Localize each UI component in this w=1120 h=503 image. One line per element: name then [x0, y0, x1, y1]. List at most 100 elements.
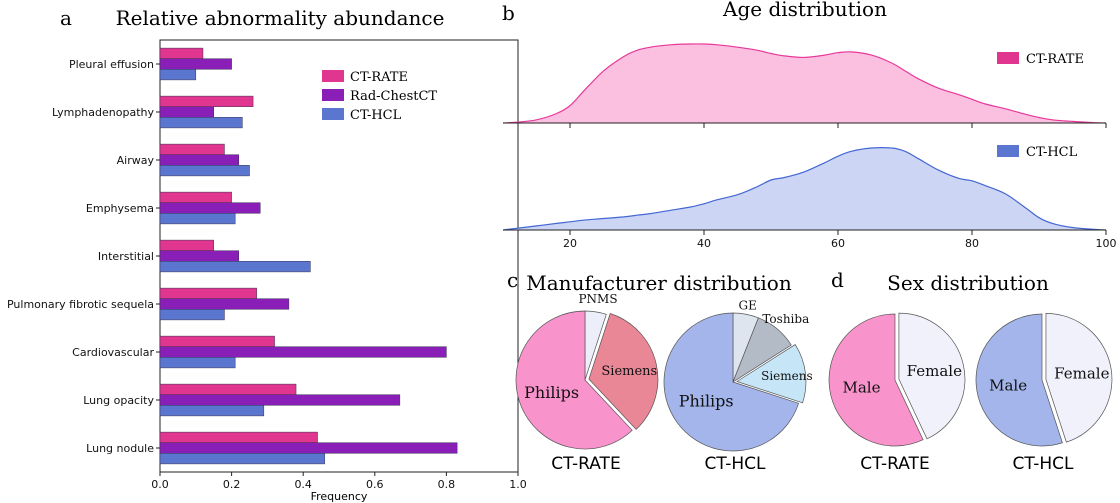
manufacturer-caption-ct-hcl: CT-HCL	[705, 454, 766, 474]
y-tick-label: Lymphadenopathy	[52, 106, 154, 119]
x-tick-label: 1.0	[509, 478, 527, 491]
age-area-ct-rate	[503, 43, 1106, 123]
x-tick-label: 0.8	[438, 478, 456, 491]
panel-label-d: d	[831, 268, 844, 292]
bar-ct-hcl-emphysema	[159, 213, 236, 225]
age-legend-ct-hcl: CT-HCL	[997, 145, 1078, 160]
sex-ct-rate-slice-female	[898, 312, 966, 440]
legend-swatch-ct-rate	[322, 70, 344, 82]
manufacturer-ct-hcl-slice-label-siemens: Siemens	[761, 369, 813, 383]
age-tick-label: 80	[965, 237, 979, 250]
y-tick-label: Interstitial	[98, 250, 154, 263]
bar-ct-hcl-airway	[159, 165, 250, 177]
bar-ct-hcl-pleural-effusion	[159, 69, 197, 81]
age-legend-swatch-ct-hcl	[997, 145, 1019, 157]
bar-rad-chestct-lung-opacity	[159, 394, 401, 406]
bar-ct-rate-emphysema	[159, 191, 232, 203]
manufacturer-ct-hcl-slice-label-philips: Philips	[679, 392, 734, 411]
age-line-ct-rate	[502, 43, 1107, 124]
bar-ct-rate-lymphadenopathy	[159, 95, 254, 107]
bar-rad-chestct-emphysema	[159, 202, 261, 214]
age-legend-label-ct-rate: CT-RATE	[1026, 52, 1084, 67]
x-tick-label: 0.2	[223, 478, 241, 491]
age-legend-ct-rate: CT-RATE	[997, 52, 1084, 67]
bar-ct-rate-cardiovascular	[159, 335, 275, 347]
bar-rad-chestct-pleural-effusion	[159, 58, 232, 70]
sex-title: Sex distribution	[887, 271, 1049, 295]
legend-swatch-ct-hcl	[322, 108, 344, 120]
manufacturer-ct-hcl-slice-label-ge: GE	[739, 299, 757, 313]
manufacturer-ct-hcl-slice-toshiba	[732, 317, 792, 383]
sex-ct-hcl-slice-male	[975, 313, 1063, 447]
y-tick-label: Pulmonary fibrotic sequela	[7, 298, 154, 311]
sex-ct-rate-slice-label-female: Female	[907, 362, 962, 380]
bar-ct-hcl-lymphadenopathy	[159, 117, 243, 129]
bar-ct-rate-pleural-effusion	[159, 47, 204, 59]
y-tick-label: Cardiovascular	[72, 346, 154, 359]
panel-label-a: a	[60, 6, 72, 30]
bar-ct-hcl-cardiovascular	[159, 357, 236, 369]
bar-rad-chestct-cardiovascular	[159, 346, 447, 358]
bar-rad-chestct-airway	[159, 154, 240, 166]
age-tick-label: 40	[697, 237, 711, 250]
y-tick-label: Emphysema	[86, 202, 154, 215]
bar-rad-chestct-pulmonary-fibrotic-sequela	[159, 298, 290, 310]
sex-ct-rate-slice-label-male: Male	[843, 379, 881, 397]
age-plot: 20 40 60 80 100	[502, 43, 1117, 250]
bar-ct-rate-interstitial	[159, 239, 214, 251]
bar-ct-hcl-pulmonary-fibrotic-sequela	[159, 309, 225, 321]
age-tick-label: 20	[563, 237, 577, 250]
bar-rad-chestct-lymphadenopathy	[159, 106, 214, 118]
bar-ct-rate-pulmonary-fibrotic-sequela	[159, 287, 257, 299]
legend-label-ct-hcl: CT-HCL	[350, 108, 402, 123]
y-tick-label: Airway	[117, 154, 155, 167]
age-title: Age distribution	[722, 0, 887, 21]
y-tick-label: Lung opacity	[83, 394, 154, 407]
bar-ct-hcl-interstitial	[159, 261, 311, 273]
bar-ct-hcl-lung-opacity	[159, 405, 265, 417]
y-tick-label: Lung nodule	[86, 442, 154, 455]
age-tick-label: 60	[831, 237, 845, 250]
bar-ct-rate-lung-opacity	[159, 383, 297, 395]
sex-caption-ct-hcl: CT-HCL	[1013, 454, 1074, 474]
age-line-ct-hcl	[502, 147, 1107, 231]
bar-rad-chestct-interstitial	[159, 250, 240, 262]
manufacturer-caption-ct-rate: CT-RATE	[551, 454, 620, 474]
bar-ct-hcl-lung-nodule	[159, 453, 325, 465]
manufacturer-ct-rate-slice-philips	[515, 310, 633, 450]
age-tick-label: 100	[1096, 237, 1117, 250]
manufacturer-ct-rate-slice-label-siemens: Siemens	[601, 364, 657, 379]
manufacturer-pies: PNMS Siemens Philips GE Toshiba Siemens Philip…	[515, 292, 813, 452]
bar-ct-rate-airway	[159, 143, 225, 155]
manufacturer-ct-hcl-slice-philips	[663, 312, 800, 452]
age-legend-label-ct-hcl: CT-HCL	[1026, 145, 1078, 160]
bar-rad-chestct-lung-nodule	[159, 442, 458, 454]
abundance-title: Relative abnormality abundance	[116, 6, 445, 30]
legend-label-rad-chestct: Rad-ChestCT	[350, 89, 437, 104]
sex-caption-ct-rate: CT-RATE	[860, 454, 929, 474]
manufacturer-ct-hcl-slice-siemens	[736, 344, 807, 404]
sex-pies: Female Male Female Male	[828, 312, 1113, 447]
manufacturer-ct-rate-slice-siemens	[588, 313, 659, 430]
manufacturer-ct-rate-slice-label-philips: Philips	[524, 383, 579, 402]
y-tick-label: Pleural effusion	[69, 58, 154, 71]
bar-ct-rate-lung-nodule	[159, 431, 318, 443]
manufacturer-ct-hcl-slice-label-toshiba: Toshiba	[762, 312, 809, 326]
age-legend-swatch-ct-rate	[997, 52, 1019, 64]
sex-ct-hcl-slice-label-female: Female	[1054, 365, 1109, 383]
sex-ct-hcl-slice-female	[1045, 313, 1113, 443]
legend-swatch-rad-chestct	[322, 89, 344, 101]
sex-ct-rate-slice-male	[828, 313, 924, 447]
abundance-plot: Pleural effusion Lymphadenopathy Airway Emp…	[7, 39, 527, 491]
abundance-xlabel: Frequency	[311, 490, 368, 503]
x-tick-label: 0.6	[366, 478, 384, 491]
abundance-legend: CT-RATE Rad-ChestCT CT-HCL	[322, 70, 437, 123]
manufacturer-title: Manufacturer distribution	[526, 271, 792, 295]
age-area-ct-hcl	[503, 147, 1106, 230]
panel-label-c: c	[507, 268, 518, 292]
x-tick-label: 0.0	[151, 478, 169, 491]
x-tick-label: 0.4	[294, 478, 312, 491]
panel-label-b: b	[502, 1, 515, 25]
sex-ct-hcl-slice-label-male: Male	[989, 376, 1027, 394]
